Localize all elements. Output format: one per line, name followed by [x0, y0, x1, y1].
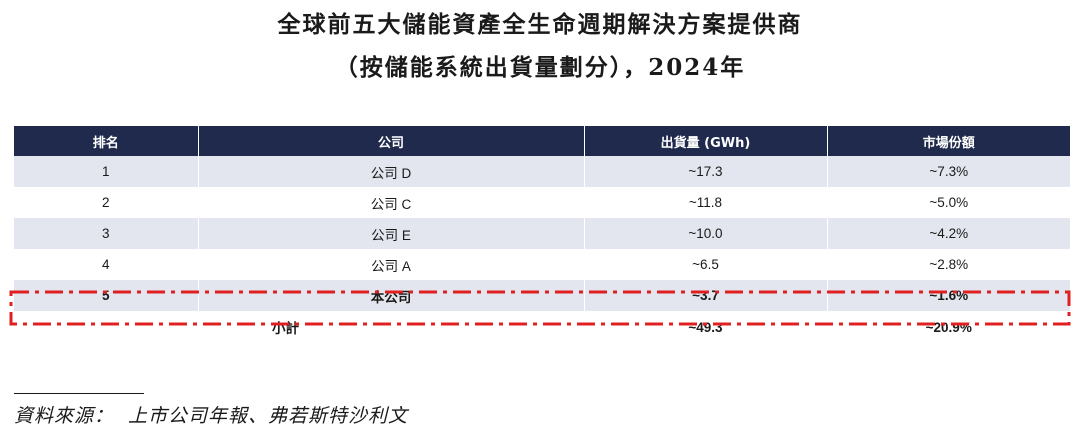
subtotal-shipment: ~49.3 — [583, 311, 827, 343]
cell-company: 公司 E — [197, 218, 584, 249]
cell-shipment: ~3.7 — [583, 280, 827, 311]
table-row: 2 公司 C ~11.8 ~5.0% — [14, 187, 1070, 218]
cell-shipment: ~6.5 — [583, 249, 827, 280]
table-header-row: 排名 公司 出貨量 (GWh) 市場份額 — [14, 126, 1070, 156]
header-rank: 排名 — [14, 126, 198, 156]
header-share: 市場份額 — [826, 126, 1070, 156]
cell-company: 公司 C — [197, 187, 584, 218]
cell-company: 公司 D — [197, 156, 584, 187]
header-company: 公司 — [197, 126, 584, 156]
subtotal-row: 小計 ~49.3 ~20.9% — [14, 311, 1070, 343]
cell-share: ~2.8% — [826, 249, 1070, 280]
table-row: 3 公司 E ~10.0 ~4.2% — [14, 218, 1070, 249]
table-row: 4 公司 A ~6.5 ~2.8% — [14, 249, 1070, 280]
cell-company: 本公司 — [197, 280, 584, 311]
cell-share: ~1.6% — [826, 280, 1070, 311]
cell-share: ~5.0% — [826, 187, 1070, 218]
header-shipment: 出貨量 (GWh) — [583, 126, 827, 156]
source-note: 資料來源： 上市公司年報、弗若斯特沙利文 — [14, 401, 408, 428]
cell-rank: 1 — [14, 156, 198, 187]
cell-rank: 3 — [14, 218, 198, 249]
cell-rank: 5 — [14, 280, 198, 311]
table-row: 1 公司 D ~17.3 ~7.3% — [14, 156, 1070, 187]
source-label: 資料來源： — [14, 405, 115, 427]
cell-share: ~4.2% — [826, 218, 1070, 249]
page-title: 全球前五大儲能資產全生命週期解決方案提供商 — [277, 11, 803, 38]
cell-shipment: ~10.0 — [583, 218, 827, 249]
page-subtitle: （按儲能系統出貨量劃分），2024年 — [334, 54, 746, 81]
subtotal-share: ~20.9% — [826, 311, 1070, 343]
ranking-table-container: 排名 公司 出貨量 (GWh) 市場份額 1 公司 D ~17.3 ~7.3% … — [14, 126, 1070, 343]
source-text: 上市公司年報、弗若斯特沙利文 — [128, 405, 409, 427]
ranking-table: 排名 公司 出貨量 (GWh) 市場份額 1 公司 D ~17.3 ~7.3% … — [14, 126, 1070, 343]
source-divider — [14, 393, 144, 394]
subtotal-label: 小計 — [14, 311, 584, 343]
cell-rank: 4 — [14, 249, 198, 280]
cell-rank: 2 — [14, 187, 198, 218]
cell-share: ~7.3% — [826, 156, 1070, 187]
cell-shipment: ~17.3 — [583, 156, 827, 187]
cell-shipment: ~11.8 — [583, 187, 827, 218]
table-row-highlighted: 5 本公司 ~3.7 ~1.6% — [14, 280, 1070, 311]
cell-company: 公司 A — [197, 249, 584, 280]
